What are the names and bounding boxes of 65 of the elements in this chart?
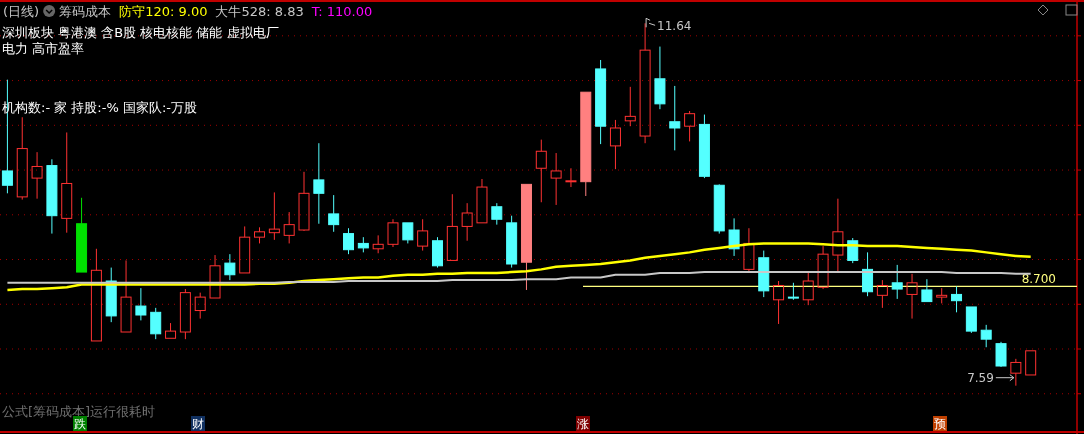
candlestick: [150, 307, 162, 340]
candlestick: [283, 211, 295, 244]
candlestick: [713, 184, 725, 235]
candlestick: [61, 131, 73, 234]
text: 预: [934, 417, 946, 431]
candlestick: [758, 250, 770, 298]
candlestick: [194, 292, 206, 320]
candlestick: [639, 22, 651, 144]
candlestick: [684, 110, 696, 142]
annotation: 电力 高市盈率: [2, 41, 85, 56]
candlestick: [506, 215, 518, 269]
candlestick: [135, 287, 147, 321]
candlestick: [565, 167, 577, 188]
candlestick: [343, 227, 355, 255]
candlestick: [743, 227, 755, 272]
candlestick: [298, 171, 310, 231]
candlestick: [817, 245, 829, 290]
candlestick: [936, 287, 948, 304]
candlestick: [654, 46, 666, 110]
candlestick: [224, 253, 236, 281]
candlestick: [802, 272, 814, 306]
candlestick: [254, 226, 266, 244]
chart-title: (日线): [3, 4, 40, 19]
candlestick: [431, 236, 443, 269]
candlestick: [387, 218, 399, 248]
candlestick: [951, 285, 963, 313]
candlestick: [995, 341, 1007, 367]
ref-line-label: 8.700: [1021, 272, 1056, 287]
candlestick: [328, 194, 340, 233]
candlestick: [980, 324, 992, 348]
candlestick: [624, 86, 636, 127]
candlestick: [862, 251, 874, 297]
text: 财: [192, 417, 204, 431]
candlestick: [46, 158, 58, 235]
candlestick: [669, 85, 681, 151]
candlestick: [876, 279, 888, 309]
text: T: 110.00: [310, 4, 373, 19]
annotation: 11.64: [657, 19, 692, 34]
annotation: 7.59: [967, 370, 994, 385]
candlestick: [491, 202, 503, 226]
candlestick: [609, 119, 621, 170]
candlestick: [773, 280, 785, 325]
candlestick: [906, 273, 918, 320]
candlestick: [1010, 358, 1022, 387]
candlestick: [179, 288, 191, 340]
candlestick: [31, 151, 43, 200]
candlestick: [787, 282, 799, 301]
candlestick: [535, 139, 547, 203]
candlestick: [357, 236, 369, 253]
candlestick: [313, 142, 325, 225]
text: 大牛528: 8.83: [215, 4, 304, 19]
candlestick: [372, 234, 384, 254]
candlestick: [417, 218, 429, 252]
candlestick: [461, 202, 473, 242]
candlestick: [550, 152, 562, 206]
text: 涨: [577, 417, 589, 431]
candlestick: [16, 116, 28, 201]
candlestick: [268, 191, 280, 241]
text: 防守120: 9.00: [119, 4, 208, 19]
annotation: 深圳板块 粤港澳 含B股 核电核能 储能 虚拟电厂: [2, 25, 279, 40]
candlestick: [595, 59, 607, 145]
text: 跌: [74, 417, 86, 431]
chart-subtitle: 筹码成本: [59, 4, 112, 19]
candlestick: [698, 114, 710, 179]
candlestick: [832, 198, 844, 272]
